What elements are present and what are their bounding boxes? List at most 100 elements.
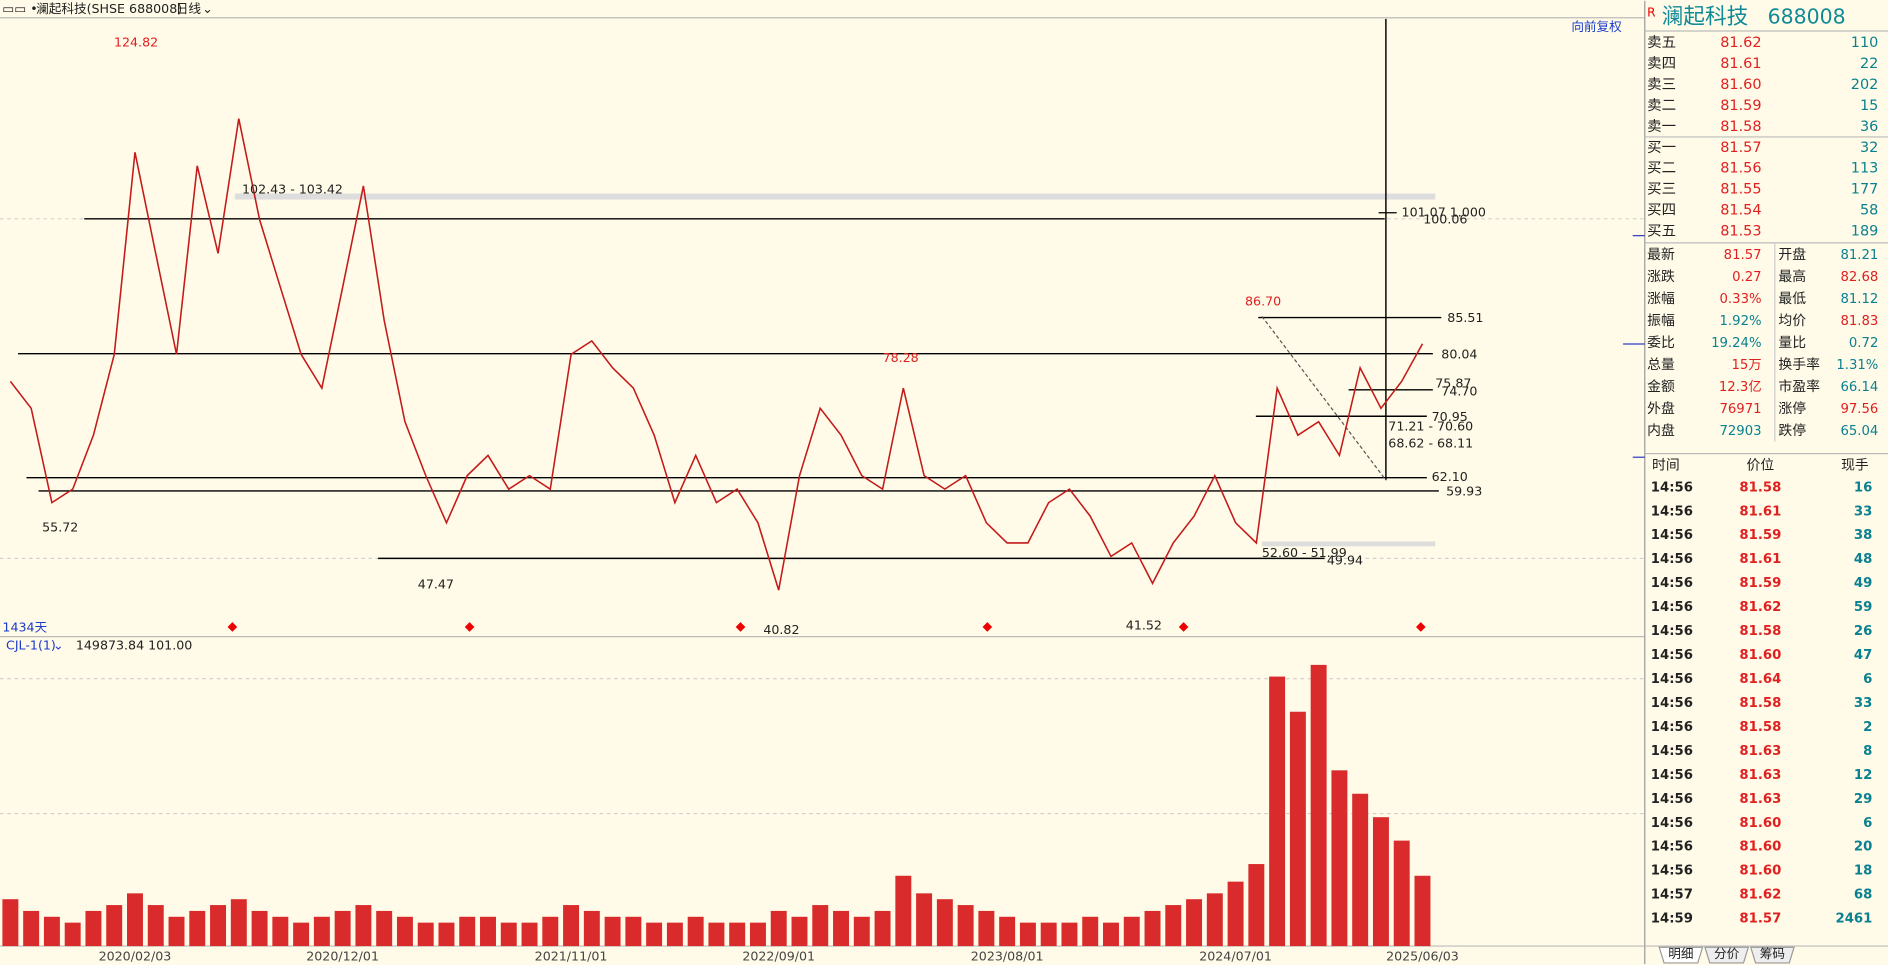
book-volume: 113 xyxy=(1851,161,1879,177)
volume-bar xyxy=(1289,711,1306,947)
volume-bar xyxy=(85,910,102,947)
trade-price: 81.60 xyxy=(1739,648,1781,663)
volume-bar xyxy=(583,910,600,947)
trade-price: 81.62 xyxy=(1739,600,1781,615)
volume-bar xyxy=(999,916,1016,947)
stat-value: 1.92% xyxy=(1720,314,1762,329)
volume-bar xyxy=(43,916,60,947)
volume-bar xyxy=(666,922,683,947)
dropdown-arrow[interactable]: ⌄ xyxy=(202,1,213,16)
volume-bar xyxy=(708,922,725,947)
price-annotation: 68.62 - 68.11 xyxy=(1388,435,1473,450)
price-annotation: 102.43 - 103.42 xyxy=(242,181,343,196)
trade-price: 81.59 xyxy=(1739,528,1781,543)
volume-bar xyxy=(729,922,746,947)
trade-volume: 48 xyxy=(1854,552,1872,567)
price-annotation: 62.10 xyxy=(1432,469,1468,484)
indicator-name[interactable]: CJL-1(1) xyxy=(6,638,56,653)
book-price: 81.62 xyxy=(1720,35,1761,51)
symbol-title[interactable]: 澜起科技(SHSE 688008) xyxy=(36,1,182,16)
book-price: 81.58 xyxy=(1720,119,1761,135)
trade-time: 14:56 xyxy=(1651,816,1693,831)
stat-value: 81.21 xyxy=(1840,248,1878,263)
price-line xyxy=(9,118,1424,591)
book-label: 买五 xyxy=(1647,223,1676,240)
trade-volume: 8 xyxy=(1863,744,1872,759)
trade-header: 时间 xyxy=(1652,458,1680,474)
tab-label[interactable]: 明细 xyxy=(1668,946,1693,961)
trade-time: 14:56 xyxy=(1651,768,1693,783)
trade-time: 14:56 xyxy=(1651,624,1693,639)
book-price: 81.61 xyxy=(1720,56,1761,72)
dropdown-arrow[interactable]: ⌄ xyxy=(53,638,64,653)
trade-time: 14:56 xyxy=(1651,600,1693,615)
price-annotation: 40.82 xyxy=(763,622,799,637)
stat-value: 1.31% xyxy=(1836,358,1878,373)
trade-price: 81.62 xyxy=(1739,888,1781,903)
trade-price: 81.58 xyxy=(1739,720,1781,735)
stat-value: 81.83 xyxy=(1840,314,1878,329)
stat-label: 市盈率 xyxy=(1778,378,1820,395)
volume-bar xyxy=(853,916,870,947)
volume-bar xyxy=(646,922,663,947)
trade-price: 81.60 xyxy=(1739,864,1781,879)
trade-volume: 68 xyxy=(1854,888,1872,903)
side-ticks xyxy=(1623,235,1645,458)
trade-volume: 29 xyxy=(1854,792,1872,807)
x-tick-label: 2022/09/01 xyxy=(742,948,815,963)
volume-bar xyxy=(334,910,351,947)
volume-bar xyxy=(542,916,559,947)
tab-label[interactable]: 分价 xyxy=(1714,946,1740,961)
trade-volume: 49 xyxy=(1854,576,1872,591)
x-tick-label: 2024/07/01 xyxy=(1199,948,1272,963)
trade-volume: 20 xyxy=(1854,840,1872,855)
tab-label[interactable]: 筹码 xyxy=(1760,946,1785,961)
volume-bar xyxy=(313,916,330,947)
trend-line xyxy=(1261,315,1387,481)
book-volume: 177 xyxy=(1851,182,1879,198)
tab[interactable] xyxy=(1658,946,1704,964)
toolbar-icon[interactable]: ▭▭ • xyxy=(2,1,37,16)
book-volume: 58 xyxy=(1860,203,1878,219)
trade-volume: 16 xyxy=(1854,480,1872,495)
x-tick-label: 2020/02/03 xyxy=(99,948,172,963)
volume-bar xyxy=(417,922,434,947)
stat-value: 81.57 xyxy=(1724,248,1762,263)
badge: R xyxy=(1647,5,1656,19)
price-annotation: 55.72 xyxy=(42,520,78,535)
x-tick-label: 2020/12/01 xyxy=(306,948,379,963)
volume-bar xyxy=(2,899,19,947)
trade-time: 14:59 xyxy=(1651,912,1693,927)
volume-bar xyxy=(1269,676,1286,947)
x-tick-label: 2021/11/01 xyxy=(535,948,608,963)
volume-bar xyxy=(1186,899,1203,947)
price-annotation: 52.60 - 51.99 xyxy=(1262,545,1347,560)
stat-label: 涨幅 xyxy=(1647,291,1675,307)
trade-time: 14:56 xyxy=(1651,840,1693,855)
price-annotation: 78.28 xyxy=(883,350,919,365)
indicator-value: 149873.84 xyxy=(76,638,144,653)
adjust-mode[interactable]: 向前复权 xyxy=(1571,19,1622,34)
stat-value: 76971 xyxy=(1719,402,1761,417)
stat-label: 开盘 xyxy=(1778,246,1806,263)
volume-bar xyxy=(1331,770,1348,947)
trade-price: 81.60 xyxy=(1739,840,1781,855)
volume-bar xyxy=(106,905,123,947)
trade-volume: 2 xyxy=(1863,720,1872,735)
volume-bar xyxy=(1393,840,1410,947)
tab[interactable] xyxy=(1749,946,1795,964)
book-volume: 36 xyxy=(1860,119,1878,135)
x-tick-label: 2025/06/03 xyxy=(1386,948,1459,963)
stat-label: 换手率 xyxy=(1778,356,1820,373)
book-label: 卖二 xyxy=(1647,97,1676,114)
tab[interactable] xyxy=(1704,946,1750,964)
period-selector[interactable]: 日线 xyxy=(176,1,202,16)
volume-bar xyxy=(1414,875,1431,947)
stat-label: 内盘 xyxy=(1647,422,1675,439)
volume-bar xyxy=(396,916,413,947)
volume-bar xyxy=(1248,864,1265,947)
trade-price: 81.60 xyxy=(1739,816,1781,831)
trade-header: 价位 xyxy=(1747,458,1775,474)
day-count: 1434天 xyxy=(2,620,47,635)
